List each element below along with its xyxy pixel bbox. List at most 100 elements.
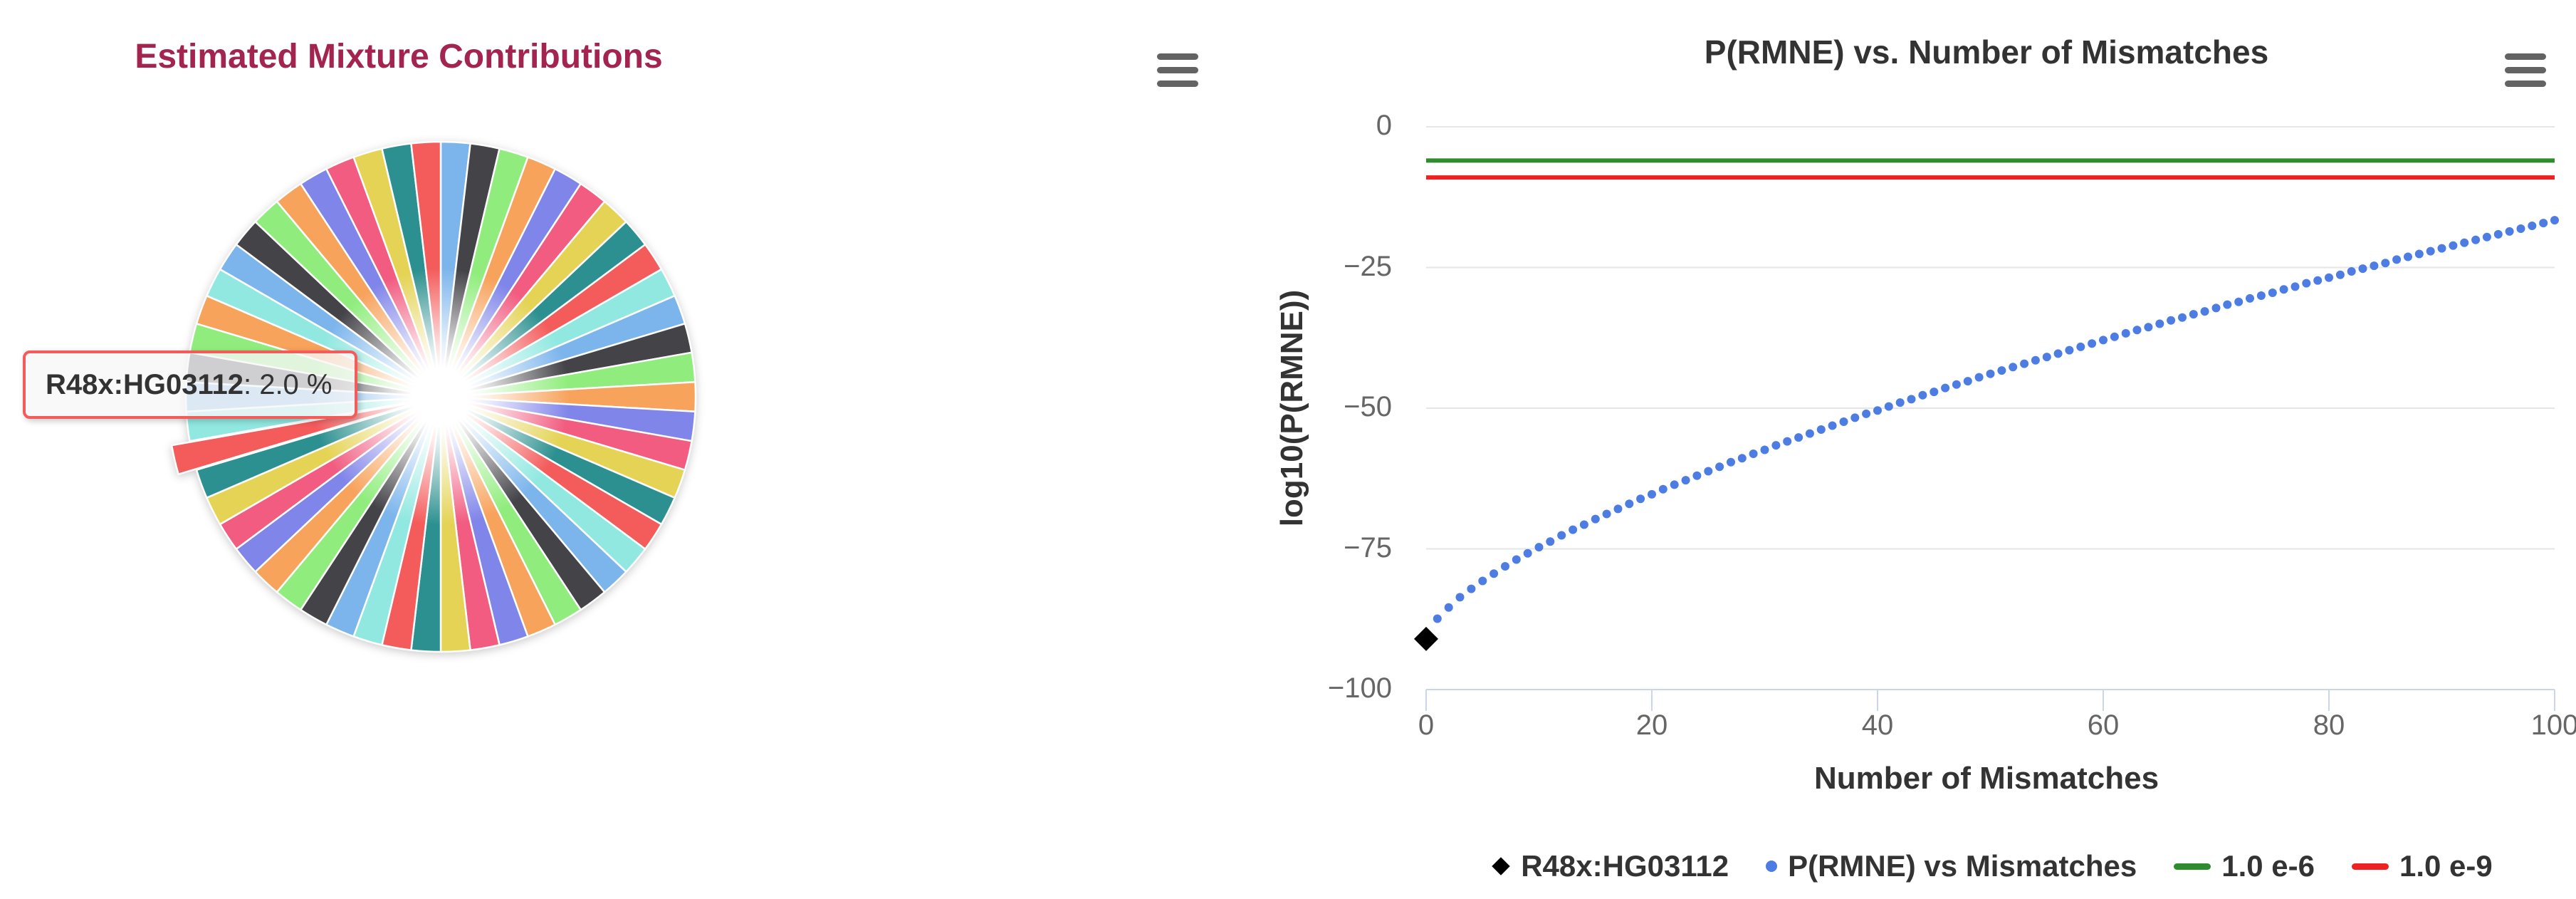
data-point[interactable] <box>2167 316 2176 325</box>
data-point[interactable] <box>2437 244 2446 253</box>
legend-item[interactable]: 1.0 e-9 <box>2352 849 2493 883</box>
data-point[interactable] <box>1918 390 1927 400</box>
data-point[interactable] <box>2347 267 2356 276</box>
data-point[interactable] <box>2528 222 2537 230</box>
data-point[interactable] <box>1930 388 1939 397</box>
data-point[interactable] <box>2482 232 2491 241</box>
data-point[interactable] <box>1760 445 1769 454</box>
data-point[interactable] <box>1997 366 2006 375</box>
data-point[interactable] <box>2178 313 2187 322</box>
data-point[interactable] <box>1850 413 1860 422</box>
data-point[interactable] <box>1974 373 1984 382</box>
data-point[interactable] <box>1625 499 1634 509</box>
data-point[interactable] <box>1963 377 1972 386</box>
data-point[interactable] <box>2268 289 2277 297</box>
data-point[interactable] <box>2110 332 2119 341</box>
data-point[interactable] <box>2099 336 2108 345</box>
data-point[interactable] <box>2256 291 2266 300</box>
data-point[interactable] <box>1862 409 1871 418</box>
data-point[interactable] <box>1839 417 1848 426</box>
data-point[interactable] <box>2313 276 2323 285</box>
data-point[interactable] <box>2414 249 2424 259</box>
data-point[interactable] <box>2246 293 2254 303</box>
data-point[interactable] <box>2211 303 2221 313</box>
data-point[interactable] <box>1727 457 1735 467</box>
data-point[interactable] <box>1884 402 1893 411</box>
data-point[interactable] <box>2020 359 2029 368</box>
data-point[interactable] <box>1952 380 1961 389</box>
data-point[interactable] <box>2189 310 2198 319</box>
data-point[interactable] <box>1455 593 1465 602</box>
data-point[interactable] <box>1602 509 1611 519</box>
data-point[interactable] <box>1489 569 1499 578</box>
data-point[interactable] <box>1670 480 1679 489</box>
data-point[interactable] <box>2076 342 2085 351</box>
hamburger-menu-icon[interactable] <box>2505 53 2546 87</box>
data-point[interactable] <box>1783 437 1792 446</box>
data-point[interactable] <box>1794 433 1803 442</box>
data-point[interactable] <box>1749 450 1758 458</box>
data-point[interactable] <box>2505 227 2514 236</box>
data-point[interactable] <box>2404 252 2412 261</box>
data-point[interactable] <box>2088 339 2097 348</box>
data-point[interactable] <box>2370 261 2379 271</box>
data-point[interactable] <box>1501 562 1509 571</box>
data-point[interactable] <box>1569 525 1578 534</box>
data-point[interactable] <box>1895 398 1905 407</box>
data-point[interactable] <box>2550 216 2559 225</box>
data-point[interactable] <box>1534 543 1544 552</box>
data-point[interactable] <box>2302 279 2311 288</box>
data-point[interactable] <box>1546 537 1555 546</box>
data-point[interactable] <box>1737 454 1747 463</box>
data-point[interactable] <box>1591 514 1600 524</box>
data-point[interactable] <box>1648 489 1656 499</box>
data-point[interactable] <box>2449 241 2458 250</box>
data-point[interactable] <box>2335 270 2345 279</box>
legend-item[interactable]: 1.0 e-6 <box>2174 849 2315 883</box>
data-point[interactable] <box>2223 300 2232 309</box>
data-point[interactable] <box>2381 259 2390 268</box>
data-point[interactable] <box>2053 349 2063 358</box>
data-point[interactable] <box>2031 355 2040 365</box>
data-point[interactable] <box>1715 462 1724 472</box>
sample-point-diamond[interactable] <box>1414 626 1438 651</box>
data-point[interactable] <box>1557 531 1566 540</box>
data-point[interactable] <box>2493 229 2503 239</box>
data-point[interactable] <box>1828 421 1837 430</box>
data-point[interactable] <box>1805 429 1814 438</box>
data-point[interactable] <box>1523 549 1532 558</box>
data-point[interactable] <box>1433 614 1442 623</box>
data-point[interactable] <box>2516 224 2525 233</box>
data-point[interactable] <box>1613 504 1623 514</box>
data-point[interactable] <box>2426 246 2435 256</box>
data-point[interactable] <box>1478 576 1487 586</box>
data-point[interactable] <box>2325 273 2333 282</box>
legend-item[interactable]: P(RMNE) vs Mismatches <box>1766 849 2137 883</box>
data-point[interactable] <box>1636 494 1645 504</box>
hamburger-menu-icon[interactable] <box>1157 53 1198 87</box>
data-point[interactable] <box>1771 441 1781 450</box>
data-point[interactable] <box>2539 219 2548 228</box>
data-point[interactable] <box>2279 285 2288 294</box>
data-point[interactable] <box>2358 264 2367 274</box>
data-point[interactable] <box>2009 363 2018 372</box>
data-point[interactable] <box>1816 425 1826 434</box>
data-point[interactable] <box>2290 282 2300 291</box>
legend-item[interactable]: R48x:HG03112 <box>1492 849 1729 883</box>
data-point[interactable] <box>2471 235 2481 244</box>
data-point[interactable] <box>1941 383 1950 393</box>
data-point[interactable] <box>1873 406 1882 415</box>
data-point[interactable] <box>2042 353 2051 362</box>
data-point[interactable] <box>1692 471 1702 480</box>
data-point[interactable] <box>1704 467 1713 476</box>
data-point[interactable] <box>2121 328 2130 338</box>
data-point[interactable] <box>1467 584 1476 593</box>
data-point[interactable] <box>1658 484 1667 494</box>
data-point[interactable] <box>2460 238 2469 247</box>
data-point[interactable] <box>2132 326 2142 335</box>
data-point[interactable] <box>2200 307 2209 316</box>
data-point[interactable] <box>2065 345 2074 355</box>
data-point[interactable] <box>1681 476 1690 485</box>
data-point[interactable] <box>1444 603 1453 612</box>
data-point[interactable] <box>2155 319 2164 328</box>
